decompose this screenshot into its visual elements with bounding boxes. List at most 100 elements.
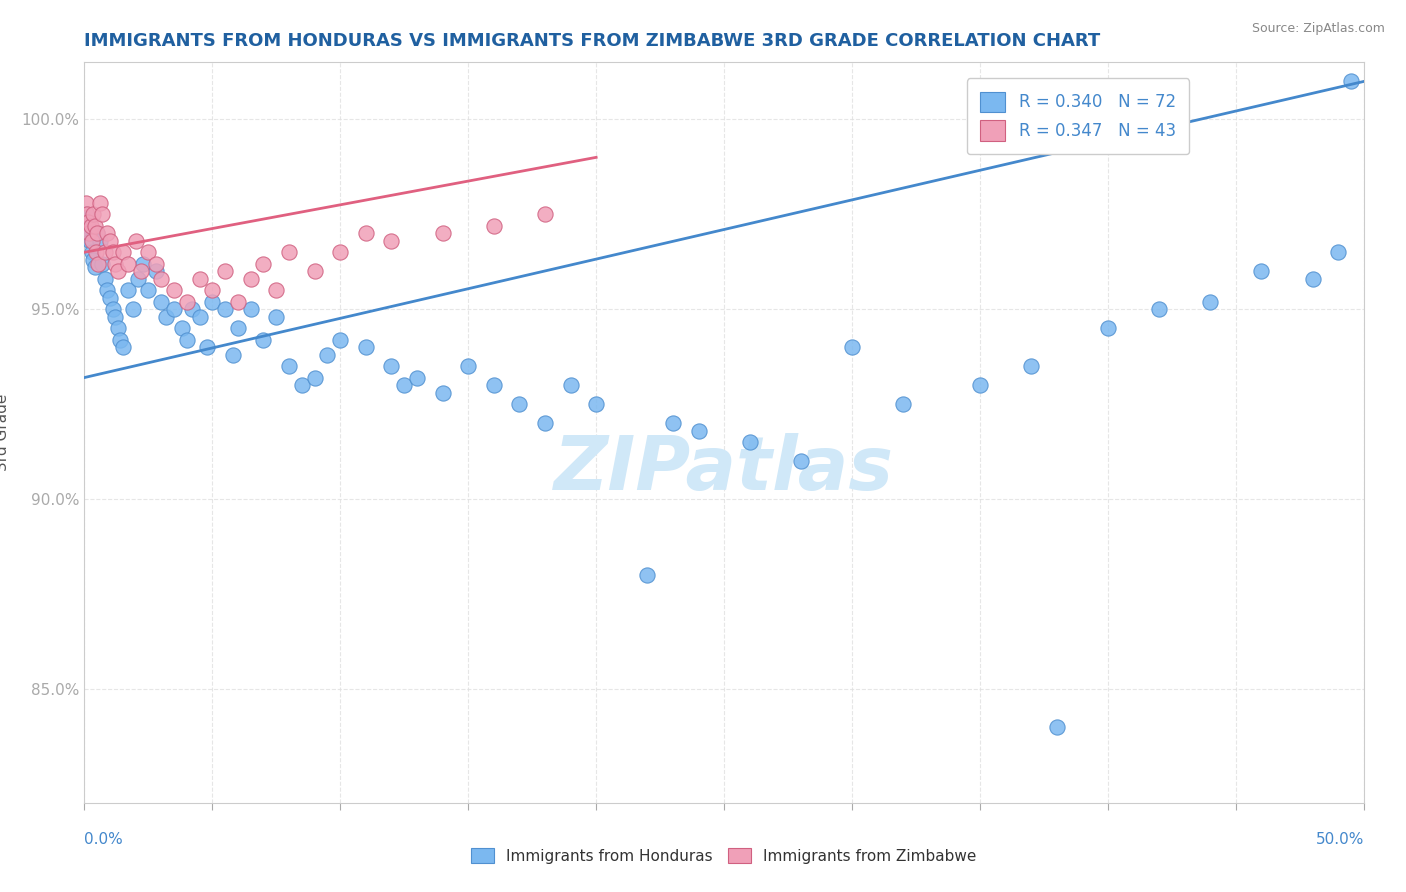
Point	[87, 257, 110, 271]
Point	[329, 245, 352, 260]
Point	[86, 227, 108, 241]
Point	[1097, 321, 1119, 335]
Point	[79, 227, 101, 241]
Point	[122, 302, 145, 317]
Point	[107, 321, 129, 335]
Point	[80, 234, 103, 248]
Point	[138, 245, 160, 260]
Point	[380, 359, 402, 374]
Point	[226, 321, 249, 335]
Point	[1199, 294, 1222, 309]
Point	[188, 310, 211, 324]
Point	[508, 397, 530, 411]
Text: 50.0%: 50.0%	[1316, 832, 1364, 847]
Point	[101, 302, 124, 317]
Point	[145, 264, 167, 278]
Point	[108, 333, 131, 347]
Point	[662, 416, 685, 430]
Point	[129, 264, 152, 278]
Point	[96, 227, 118, 241]
Point	[176, 294, 198, 309]
Point	[1340, 74, 1362, 88]
Point	[636, 568, 658, 582]
Point	[170, 321, 193, 335]
Point	[329, 333, 352, 347]
Point	[432, 385, 454, 400]
Point	[86, 227, 108, 241]
Point	[77, 215, 100, 229]
Point	[104, 310, 127, 324]
Point	[304, 370, 326, 384]
Y-axis label: 3rd Grade: 3rd Grade	[0, 394, 10, 471]
Legend: Immigrants from Honduras, Immigrants from Zimbabwe: Immigrants from Honduras, Immigrants fro…	[464, 840, 984, 871]
Point	[127, 272, 149, 286]
Point	[252, 257, 274, 271]
Point	[201, 294, 224, 309]
Point	[264, 310, 288, 324]
Point	[406, 370, 429, 384]
Point	[111, 245, 134, 260]
Point	[969, 378, 991, 392]
Point	[239, 272, 262, 286]
Point	[222, 348, 245, 362]
Point	[132, 257, 155, 271]
Point	[101, 245, 124, 260]
Point	[80, 245, 103, 260]
Point	[195, 340, 218, 354]
Point	[188, 272, 211, 286]
Point	[252, 333, 274, 347]
Point	[80, 219, 103, 233]
Text: IMMIGRANTS FROM HONDURAS VS IMMIGRANTS FROM ZIMBABWE 3RD GRADE CORRELATION CHART: IMMIGRANTS FROM HONDURAS VS IMMIGRANTS F…	[84, 32, 1101, 50]
Point	[180, 302, 202, 317]
Point	[75, 207, 97, 221]
Text: Source: ZipAtlas.com: Source: ZipAtlas.com	[1251, 22, 1385, 36]
Point	[77, 227, 100, 241]
Point	[94, 272, 117, 286]
Point	[891, 397, 914, 411]
Point	[264, 283, 288, 297]
Point	[278, 359, 301, 374]
Point	[201, 283, 224, 297]
Point	[560, 378, 582, 392]
Point	[534, 416, 557, 430]
Point	[155, 310, 177, 324]
Point	[82, 252, 104, 267]
Point	[291, 378, 314, 392]
Point	[98, 234, 121, 248]
Point	[94, 245, 117, 260]
Point	[145, 257, 167, 271]
Point	[89, 234, 111, 248]
Point	[1046, 720, 1069, 734]
Point	[457, 359, 479, 374]
Point	[83, 260, 105, 275]
Point	[482, 219, 505, 233]
Point	[104, 257, 127, 271]
Point	[278, 245, 301, 260]
Point	[585, 397, 607, 411]
Point	[1147, 302, 1170, 317]
Point	[482, 378, 505, 392]
Text: ZIPatlas: ZIPatlas	[554, 434, 894, 506]
Point	[1019, 359, 1042, 374]
Point	[111, 340, 134, 354]
Point	[84, 245, 107, 260]
Point	[688, 424, 710, 438]
Point	[124, 234, 146, 248]
Point	[76, 219, 98, 233]
Point	[83, 219, 105, 233]
Point	[1302, 272, 1324, 286]
Point	[239, 302, 262, 317]
Point	[117, 257, 139, 271]
Point	[138, 283, 160, 297]
Text: 0.0%: 0.0%	[84, 832, 124, 847]
Point	[98, 291, 121, 305]
Point	[738, 435, 761, 450]
Point	[76, 207, 98, 221]
Point	[96, 283, 118, 297]
Point	[163, 283, 186, 297]
Point	[394, 378, 416, 392]
Point	[117, 283, 139, 297]
Point	[316, 348, 339, 362]
Point	[82, 207, 104, 221]
Point	[1250, 264, 1272, 278]
